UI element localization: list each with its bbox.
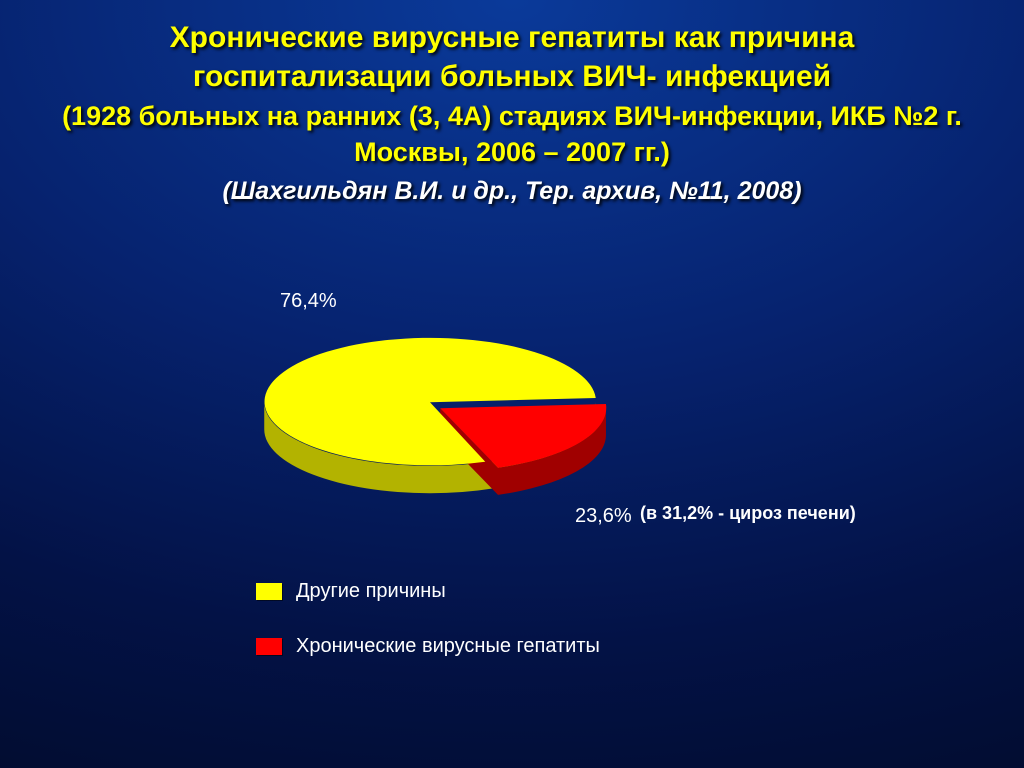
title-block: Хронические вирусные гепатиты как причин… <box>60 18 964 207</box>
legend-item-other: Другие причины <box>256 580 600 603</box>
legend-label-hepatitis: Хронические вирусные гепатиты <box>296 635 600 658</box>
slice-label-hepatitis: 23,6% <box>575 505 632 528</box>
chart-note: (в 31,2% - цироз печени) <box>640 503 856 524</box>
pie-chart: 76,4% 23,6% <box>230 330 630 530</box>
legend-swatch-hepatitis <box>256 638 282 655</box>
title-sub: (1928 больных на ранних (3, 4А) стадиях … <box>60 98 964 171</box>
legend-swatch-other <box>256 583 282 600</box>
pie-3d-top <box>230 330 630 500</box>
legend-label-other: Другие причины <box>296 580 446 603</box>
legend-item-hepatitis: Хронические вирусные гепатиты <box>256 635 600 658</box>
title-main: Хронические вирусные гепатиты как причин… <box>60 18 964 96</box>
slice-label-other: 76,4% <box>280 290 337 313</box>
title-citation: (Шахгильдян В.И. и др., Тер. архив, №11,… <box>60 175 964 208</box>
legend: Другие причины Хронические вирусные гепа… <box>256 580 600 690</box>
